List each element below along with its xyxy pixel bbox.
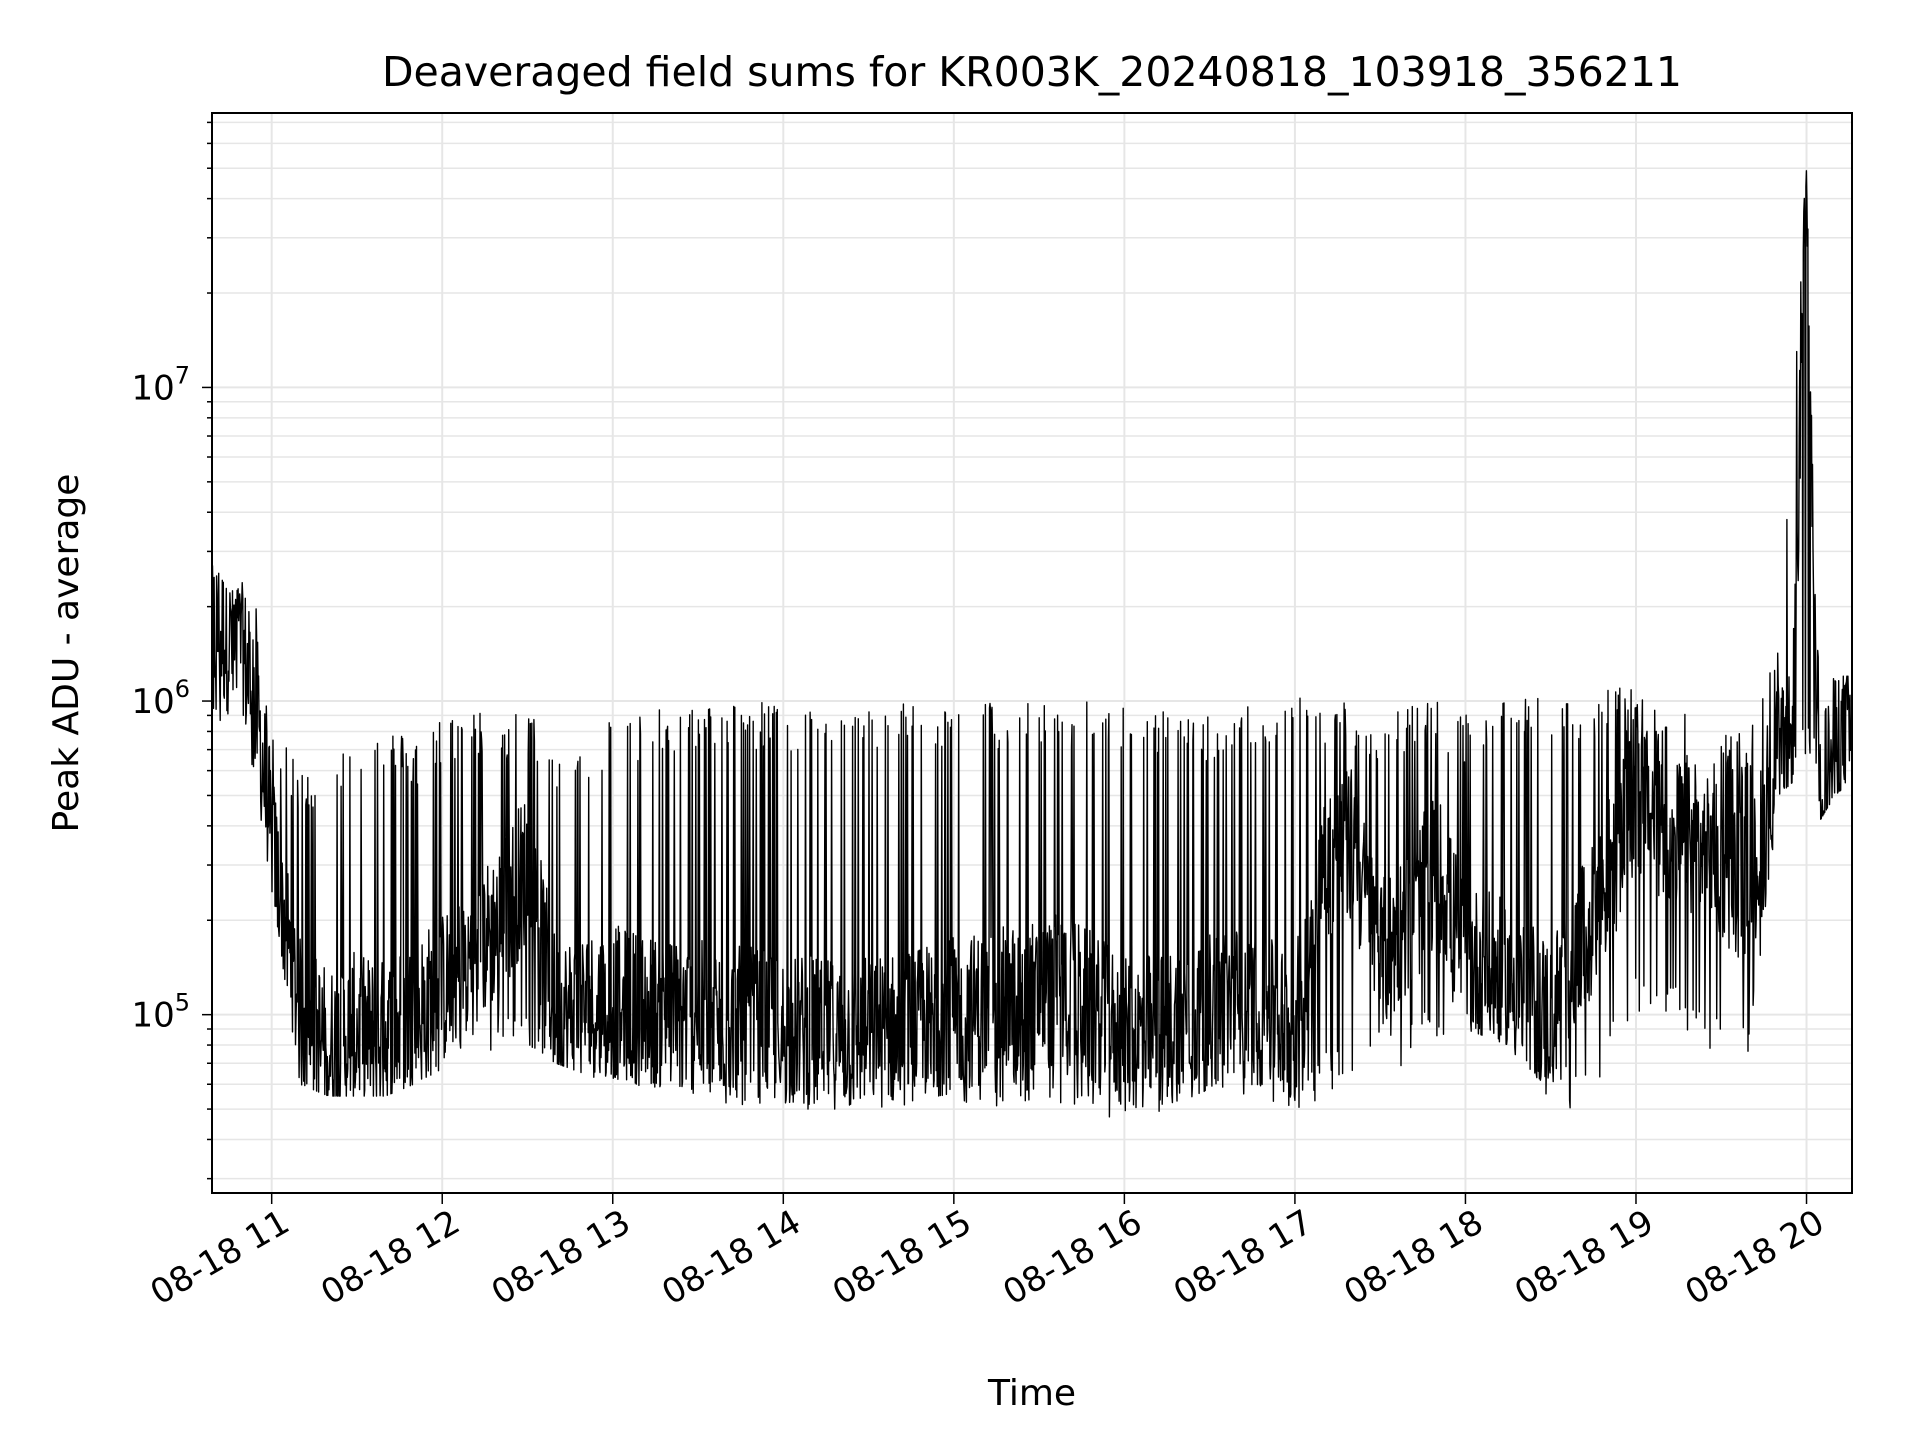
- y-tick-label: 106: [131, 675, 190, 722]
- y-tick-base: 10: [131, 368, 174, 408]
- y-tick-base: 10: [131, 996, 174, 1036]
- x-tick-label: 08-18 18: [1338, 1202, 1490, 1313]
- y-tick-label: 107: [131, 361, 190, 408]
- chart-title: Deaveraged field sums for KR003K_2024081…: [382, 48, 1682, 96]
- y-tick-base: 10: [131, 682, 174, 722]
- y-tick-exponent: 6: [175, 675, 190, 703]
- x-tick-label: 08-18 17: [1167, 1202, 1319, 1313]
- y-tick-exponent: 5: [175, 989, 190, 1017]
- y-axis-label: Peak ADU - average: [46, 474, 87, 833]
- x-tick-label: 08-18 13: [485, 1202, 637, 1313]
- y-tick-label: 105: [131, 989, 190, 1036]
- x-axis: 08-18 11 08-18 12 08-18 13 08-18 14 08-18 15…: [144, 1193, 1831, 1313]
- x-tick-label: 08-18 20: [1679, 1202, 1831, 1313]
- x-axis-label: Time: [987, 1373, 1076, 1414]
- plot-area-frame: [211, 112, 1853, 1194]
- x-tick-label: 08-18 16: [996, 1202, 1148, 1313]
- y-tick-exponent: 7: [175, 361, 190, 389]
- x-tick-label: 08-18 11: [144, 1202, 296, 1313]
- x-tick-label: 08-18 14: [655, 1202, 807, 1313]
- x-tick-label: 08-18 19: [1508, 1202, 1660, 1313]
- x-tick-label: 08-18 15: [826, 1202, 978, 1313]
- x-tick-label: 08-18 12: [314, 1202, 466, 1313]
- data-series-line: [211, 170, 1853, 1118]
